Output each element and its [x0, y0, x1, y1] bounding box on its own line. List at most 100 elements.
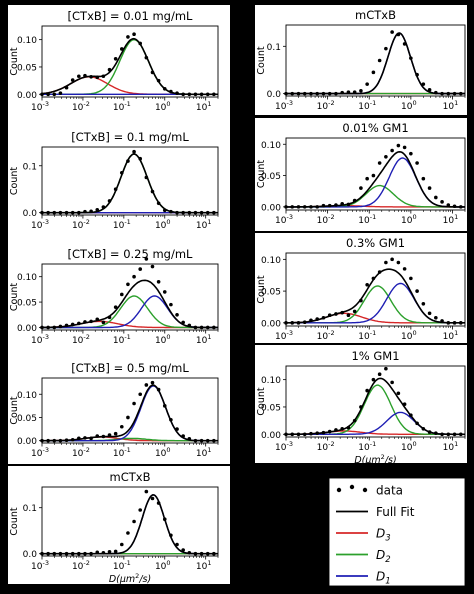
axes-frame	[285, 252, 466, 327]
data-point	[107, 67, 112, 72]
y-tick-label: 0.00	[17, 91, 37, 101]
panel-background	[255, 5, 467, 115]
data-point	[458, 91, 463, 96]
data-point	[359, 405, 363, 409]
x-tick-exponent: -1	[124, 218, 130, 226]
data-point	[434, 431, 438, 435]
data-point	[302, 205, 307, 209]
data-point	[440, 432, 444, 437]
x-tick-exponent: 1	[454, 329, 458, 337]
data-point	[212, 438, 216, 443]
x-tick-exponent: 0	[413, 440, 417, 448]
data-point	[309, 318, 313, 323]
data-point	[138, 156, 143, 161]
data-point	[409, 413, 413, 417]
data-point	[83, 209, 87, 214]
data-point	[144, 489, 149, 494]
x-tick-exponent: -2	[83, 333, 89, 341]
data-point	[113, 431, 118, 436]
data-point	[205, 551, 210, 556]
x-tick-exponent: -3	[42, 333, 48, 341]
data-point	[101, 205, 106, 209]
data-point	[415, 421, 419, 426]
legend-marker	[362, 487, 368, 493]
data-point	[181, 434, 185, 438]
data-point	[458, 321, 463, 325]
y-tick-label: 0.05	[17, 63, 37, 73]
data-point	[352, 418, 357, 423]
data-point	[113, 187, 118, 192]
data-point	[193, 325, 198, 330]
data-point	[70, 551, 75, 556]
data-point	[212, 210, 216, 215]
data-point	[126, 35, 130, 39]
data-point	[95, 317, 100, 322]
data-point	[199, 551, 204, 556]
x-tick-exponent: -2	[328, 213, 334, 221]
data-point	[402, 267, 407, 271]
x-tick-exponent: 0	[166, 218, 170, 226]
data-point	[421, 427, 426, 431]
x-tick-exponent: -3	[286, 440, 292, 448]
data-point	[390, 380, 394, 385]
y-tick-label: 0.00	[261, 431, 281, 441]
data-point	[340, 310, 344, 315]
y-axis-label: Count	[9, 167, 20, 195]
data-point	[409, 56, 413, 60]
data-point	[162, 517, 167, 521]
data-point	[365, 82, 369, 86]
x-tick-exponent: -2	[83, 446, 89, 454]
data-point	[150, 189, 155, 194]
data-point	[396, 32, 401, 37]
data-point	[89, 209, 93, 214]
data-point	[119, 47, 124, 51]
data-point	[371, 276, 376, 281]
data-point	[95, 75, 100, 80]
data-point	[107, 550, 112, 554]
data-point	[427, 430, 432, 434]
x-tick-exponent: -1	[124, 100, 130, 108]
data-point	[346, 202, 351, 207]
data-point	[440, 200, 444, 204]
axes-frame	[41, 377, 219, 444]
x-tick-exponent: -3	[42, 100, 48, 108]
data-point	[126, 415, 130, 420]
data-point	[193, 438, 198, 443]
x-tick-exponent: -3	[42, 218, 48, 226]
panel-background	[8, 5, 230, 125]
data-point	[162, 208, 167, 213]
data-point	[144, 55, 149, 60]
data-point	[290, 205, 295, 209]
x-tick-exponent: 0	[413, 329, 417, 337]
data-point	[169, 302, 173, 307]
legend-box	[328, 477, 466, 587]
legend-item-5: D1	[336, 570, 391, 587]
x-axis-label: D(μm2/s)	[109, 572, 151, 585]
data-point	[296, 205, 301, 209]
data-point	[440, 319, 444, 323]
y-tick-label: 0.05	[17, 414, 37, 424]
data-point	[187, 92, 192, 97]
chart-title: mCTxB	[110, 470, 151, 484]
data-point	[46, 92, 50, 97]
panel-background	[255, 345, 467, 463]
data-point	[212, 92, 216, 97]
x-tick-exponent: 1	[207, 100, 211, 108]
data-point	[377, 58, 382, 63]
data-point	[421, 301, 426, 306]
data-point	[107, 315, 112, 320]
y-tick-label: 0.10	[261, 256, 281, 266]
data-point	[156, 501, 161, 505]
y-tick-label: 0.05	[17, 299, 37, 309]
data-point	[212, 551, 216, 556]
data-point	[384, 46, 388, 51]
panel-background	[8, 357, 230, 464]
data-point	[156, 201, 161, 206]
data-point	[371, 173, 376, 178]
data-point	[421, 82, 426, 86]
data-point	[302, 320, 307, 324]
